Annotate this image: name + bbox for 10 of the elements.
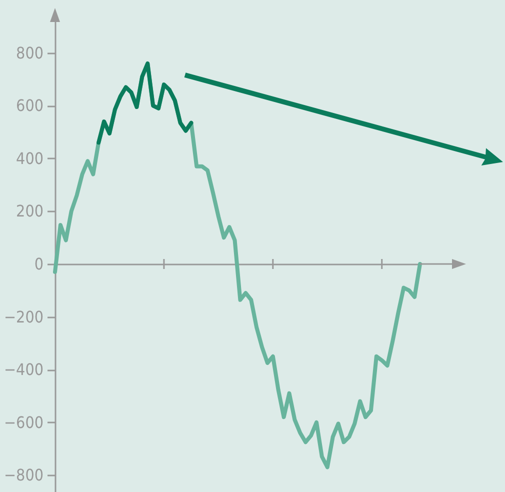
y-tick-label: 0	[34, 254, 44, 274]
y-tick-label: −600	[4, 412, 44, 432]
line-series	[96, 61, 194, 145]
y-tick-label: 400	[16, 148, 44, 168]
y-tick-label: −400	[4, 360, 44, 380]
y-tick-label: 800	[16, 43, 44, 62]
y-tick-label: −800	[4, 466, 44, 485]
y-tick-label: 600	[16, 96, 44, 116]
y-tick-label: −200	[4, 307, 44, 326]
y-tick-label: 200	[16, 202, 44, 221]
